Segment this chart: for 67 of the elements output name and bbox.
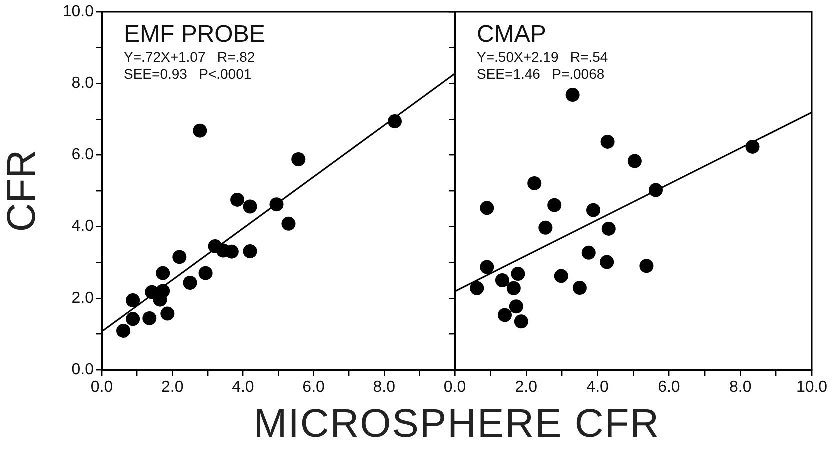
point	[156, 266, 170, 280]
point	[230, 192, 245, 207]
point	[509, 300, 524, 314]
point	[640, 259, 654, 274]
x-tick-label: 6.0	[658, 379, 680, 396]
annotation: SEE=1.46 P=.0068	[477, 66, 605, 82]
y-tick-label: 4.0	[72, 218, 94, 236]
point	[116, 324, 131, 338]
point	[495, 274, 510, 288]
point	[506, 281, 521, 296]
point	[566, 88, 580, 102]
point	[572, 281, 587, 296]
point	[511, 267, 526, 282]
x-tick-label: 8.0	[729, 379, 752, 396]
point	[292, 152, 306, 166]
chart-title: EMF PROBE	[124, 21, 266, 48]
y-axis-title: CFR	[0, 150, 44, 232]
point	[600, 134, 615, 149]
point	[126, 294, 140, 308]
y-tick-label: 2.0	[72, 290, 94, 307]
point	[470, 281, 484, 296]
point	[160, 306, 175, 321]
annotation: Y=.50X+2.19 R=.54	[477, 49, 608, 65]
point	[528, 176, 542, 190]
point	[243, 244, 258, 258]
x-tick-label: 0.0	[90, 379, 114, 396]
x-tick-label: 2.0	[515, 379, 538, 396]
point	[193, 124, 208, 138]
point	[183, 276, 198, 290]
point	[586, 203, 601, 218]
point	[198, 266, 213, 280]
x-tick-label: 4.0	[586, 379, 610, 396]
point	[548, 198, 562, 212]
point	[270, 198, 284, 212]
point	[243, 200, 258, 214]
point	[600, 255, 614, 270]
point	[582, 246, 596, 260]
point	[282, 216, 296, 231]
point	[554, 269, 568, 284]
y-tick-label: 10.0	[62, 3, 94, 20]
annotation: SEE=0.93 P<.0001	[124, 66, 252, 82]
x-tick-label: 4.0	[232, 379, 254, 396]
point	[648, 183, 663, 198]
y-tick-label: 0.0	[72, 361, 94, 378]
x-tick-label: 8.0	[373, 379, 396, 396]
annotation: Y=.72X+1.07 R=.82	[124, 49, 256, 65]
x-tick-label: 2.0	[161, 379, 184, 396]
point	[172, 250, 187, 264]
x-tick-label: 6.0	[302, 379, 326, 396]
x-tick-label: 10.0	[796, 379, 828, 396]
point	[746, 140, 760, 154]
x-tick-label: 0.0	[444, 379, 466, 396]
point	[498, 308, 512, 322]
point	[480, 201, 494, 216]
point	[480, 260, 494, 274]
x-axis-title: MICROSPHERE CFR	[252, 402, 662, 447]
point	[514, 314, 528, 329]
y-tick-label: 6.0	[72, 146, 94, 164]
point	[142, 311, 157, 326]
point	[388, 114, 402, 129]
y-tick-label: 8.0	[72, 75, 94, 92]
point	[602, 222, 616, 236]
chart-title: CMAP	[477, 21, 546, 48]
point	[126, 312, 140, 326]
point	[224, 244, 239, 259]
point	[538, 220, 553, 235]
point	[628, 154, 642, 168]
